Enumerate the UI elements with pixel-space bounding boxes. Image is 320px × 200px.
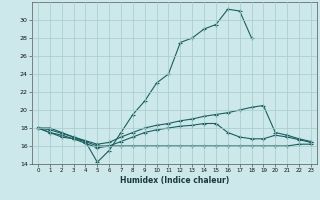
X-axis label: Humidex (Indice chaleur): Humidex (Indice chaleur) xyxy=(120,176,229,185)
